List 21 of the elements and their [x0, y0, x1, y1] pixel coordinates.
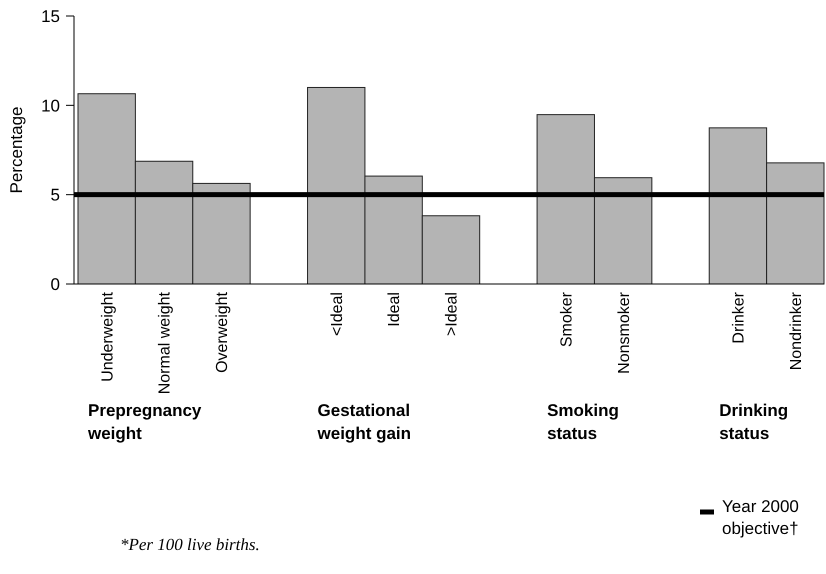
- x-tick-label: Drinker: [730, 291, 748, 344]
- y-tick-label: 5: [50, 186, 60, 205]
- x-tick-label: Ideal: [386, 292, 404, 327]
- x-tick-label: <Ideal: [328, 292, 346, 336]
- x-tick-label: Nonsmoker: [616, 291, 633, 374]
- y-tick-label: 0: [50, 274, 60, 294]
- text: Smoking status: [547, 401, 619, 443]
- x-tick-label: Underweight: [99, 291, 116, 382]
- y-axis-title: Percentage: [7, 106, 26, 194]
- text: Gestational weight gain: [316, 401, 412, 443]
- text: *Per 100 live births.: [120, 535, 260, 554]
- x-tick-label: Normal weight: [156, 291, 174, 394]
- x-tick-label: Overweight: [214, 291, 232, 373]
- text: Prepregnancy weight: [87, 401, 202, 443]
- text: Drinking status: [719, 401, 788, 443]
- x-tick-label: Smoker: [558, 291, 576, 348]
- y-tick-label: 10: [41, 96, 60, 116]
- legend-label: Year 2000 objective†: [722, 497, 799, 538]
- x-tick-label: >Ideal: [444, 292, 461, 336]
- x-tick-label: Nondrinker: [788, 291, 805, 370]
- y-tick-label: 15: [41, 6, 60, 26]
